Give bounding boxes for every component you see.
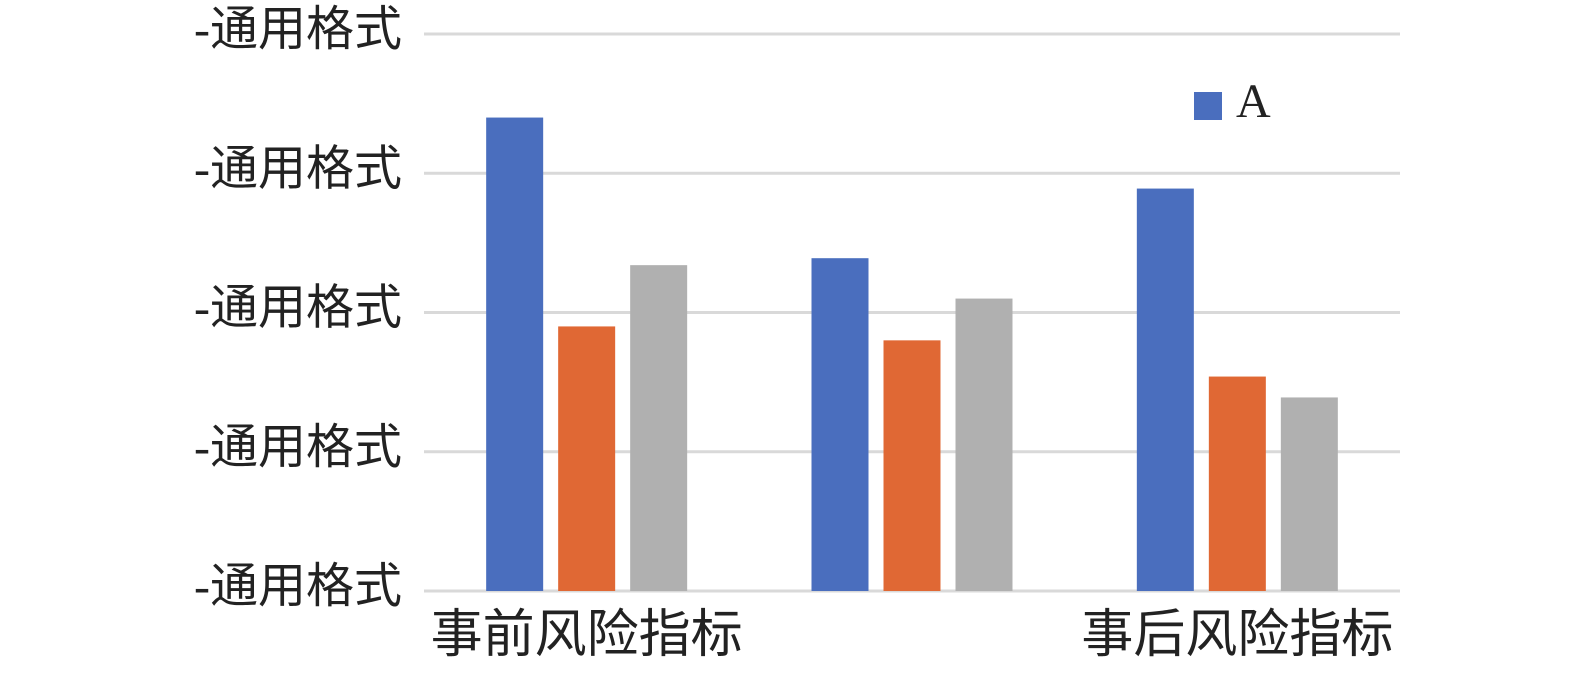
bar	[486, 117, 544, 592]
bar	[1136, 188, 1194, 591]
bar	[883, 340, 941, 591]
x-tick-label: 事前风险指标	[431, 607, 743, 664]
legend-label: A	[1236, 75, 1271, 128]
y-tick-label: -通用格式	[194, 3, 402, 56]
bar	[1208, 376, 1266, 591]
bar	[630, 265, 688, 591]
bar	[955, 298, 1013, 591]
y-tick-label: -通用格式	[194, 421, 402, 474]
y-tick-label: -通用格式	[194, 282, 402, 335]
bar	[1280, 397, 1338, 591]
bar	[811, 258, 869, 591]
y-tick-label: -通用格式	[194, 560, 402, 613]
x-tick-label: 事后风险指标	[1081, 607, 1393, 664]
y-tick-label: -通用格式	[194, 142, 402, 195]
legend-swatch	[1194, 92, 1222, 120]
bar	[558, 326, 616, 591]
